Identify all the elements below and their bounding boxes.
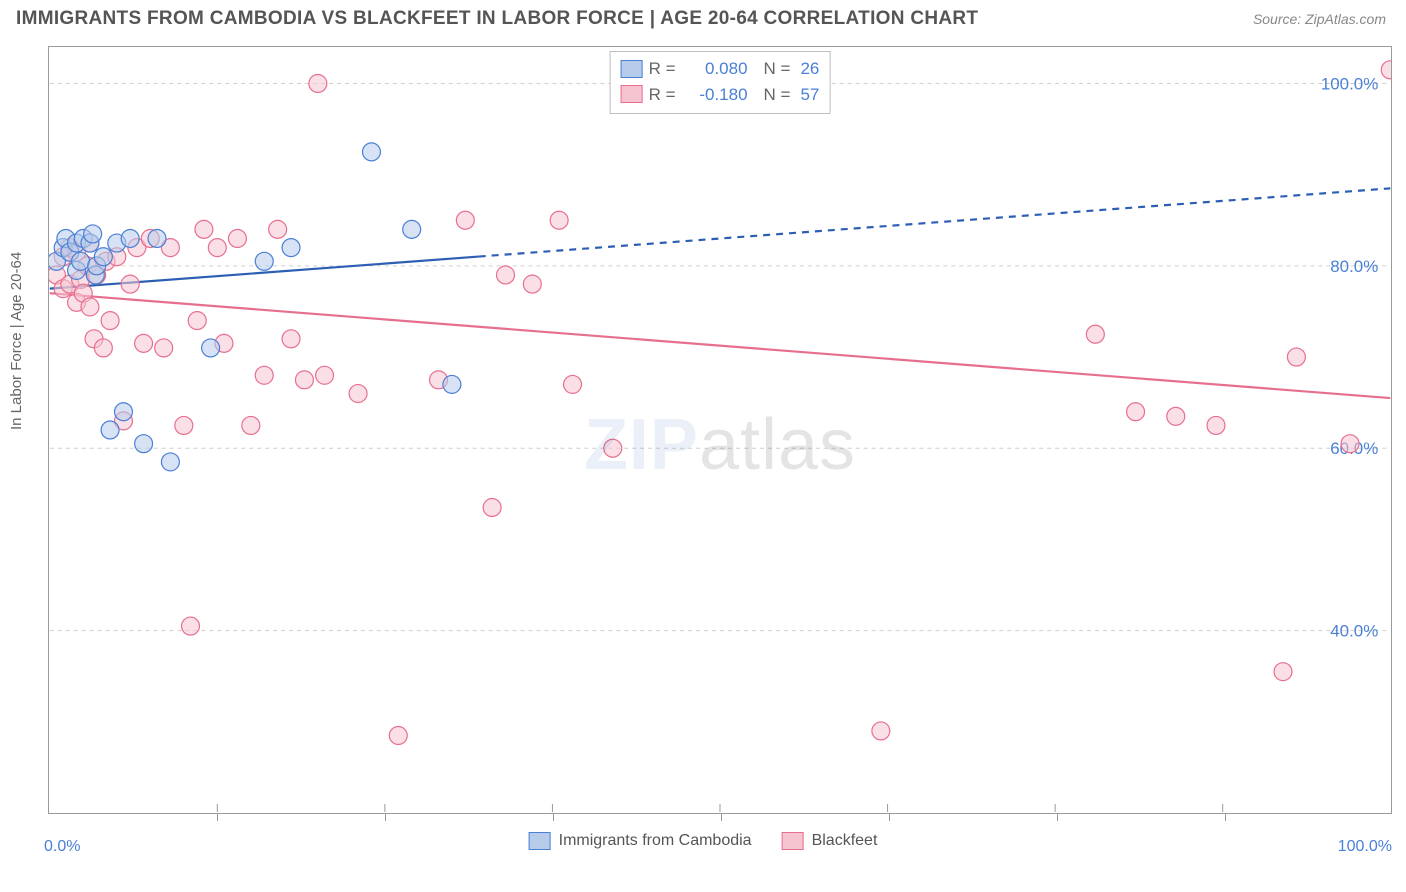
svg-text:40.0%: 40.0% [1330, 622, 1378, 641]
n-label: N = [764, 56, 791, 82]
n-value: 57 [800, 82, 819, 108]
x-tick [1057, 813, 1058, 821]
x-axis-max: 100.0% [1338, 838, 1392, 856]
svg-text:100.0%: 100.0% [1321, 74, 1378, 93]
legend-item: Blackfeet [782, 832, 878, 850]
legend-correlation: R = 0.080 N = 26 R = -0.180 N = 57 [610, 51, 831, 114]
legend-row: R = -0.180 N = 57 [621, 82, 820, 108]
x-axis-min: 0.0% [44, 838, 80, 856]
x-tick [1225, 813, 1226, 821]
legend-label: Immigrants from Cambodia [559, 832, 752, 850]
r-label: R = [649, 56, 676, 82]
legend-swatch-pink [782, 832, 804, 850]
svg-text:80.0%: 80.0% [1330, 257, 1378, 276]
n-value: 26 [800, 56, 819, 82]
x-tick [553, 813, 554, 821]
source-label: Source: ZipAtlas.com [1253, 11, 1386, 27]
x-tick [721, 813, 722, 821]
n-label: N = [764, 82, 791, 108]
legend-series: Immigrants from Cambodia Blackfeet [529, 832, 878, 850]
legend-swatch-blue [529, 832, 551, 850]
legend-row: R = 0.080 N = 26 [621, 56, 820, 82]
x-tick [385, 813, 386, 821]
legend-item: Immigrants from Cambodia [529, 832, 752, 850]
legend-swatch-blue [621, 60, 643, 78]
r-label: R = [649, 82, 676, 108]
r-value: 0.080 [686, 56, 748, 82]
x-tick [217, 813, 218, 821]
legend-swatch-pink [621, 85, 643, 103]
legend-label: Blackfeet [812, 832, 878, 850]
scatter-plot: 40.0%60.0%80.0%100.0% [49, 47, 1391, 813]
r-value: -0.180 [686, 82, 748, 108]
x-tick [889, 813, 890, 821]
y-axis-label: In Labor Force | Age 20-64 [8, 252, 25, 430]
chart-area: 40.0%60.0%80.0%100.0% ZIPatlas R = 0.080… [48, 46, 1392, 814]
page-title: IMMIGRANTS FROM CAMBODIA VS BLACKFEET IN… [16, 8, 978, 30]
